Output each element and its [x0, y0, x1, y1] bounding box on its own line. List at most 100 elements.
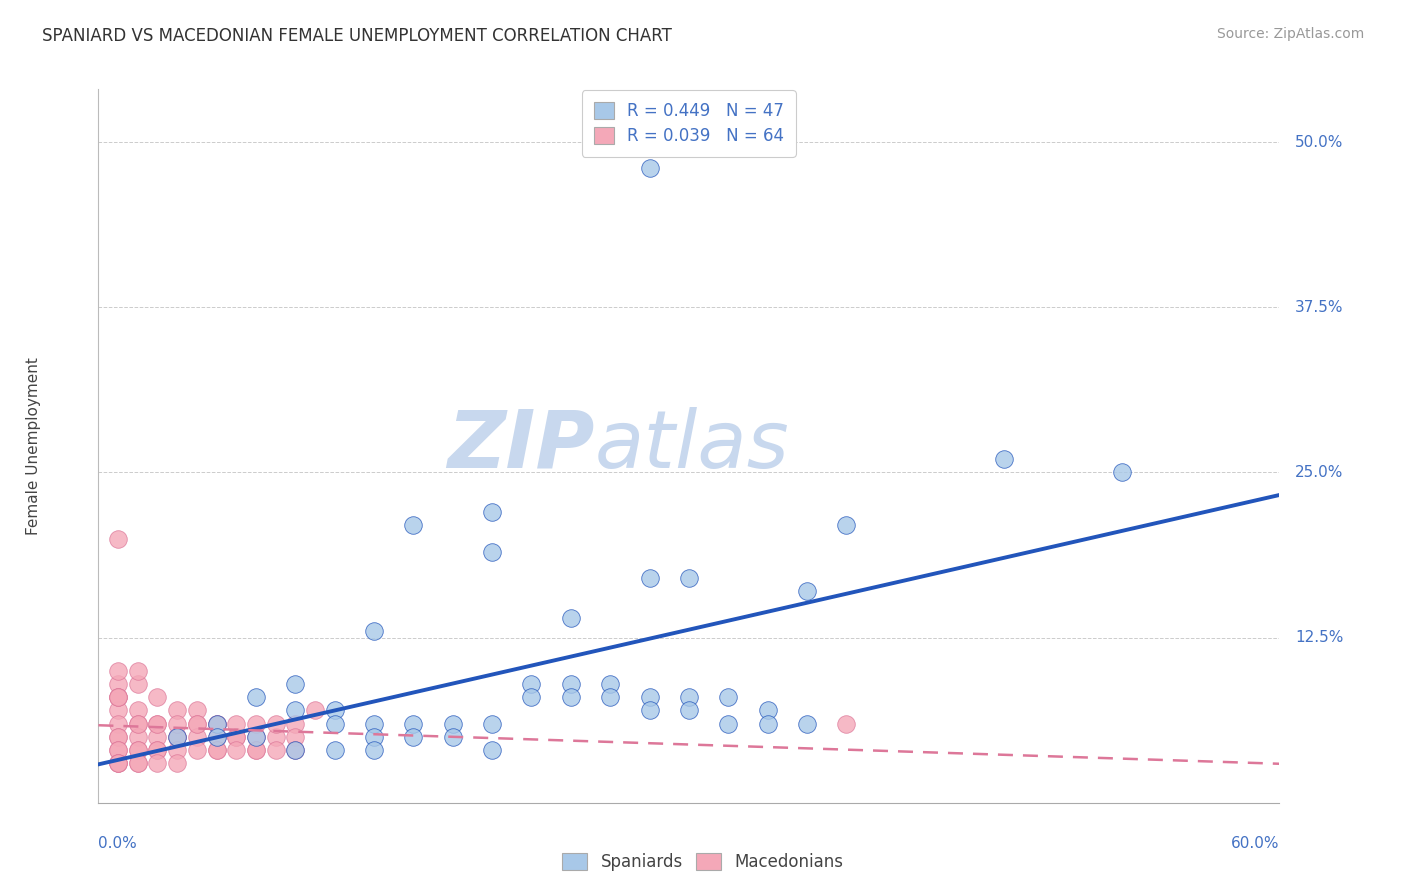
Point: [127, 756, 149, 771]
Point: [186, 716, 208, 731]
Point: [107, 743, 129, 757]
Point: [756, 703, 779, 717]
Point: [599, 677, 621, 691]
Point: [205, 716, 228, 731]
Point: [146, 756, 169, 771]
Legend: Spaniards, Macedonians: Spaniards, Macedonians: [554, 845, 852, 880]
Point: [599, 690, 621, 704]
Point: [225, 743, 247, 757]
Point: [304, 703, 326, 717]
Point: [186, 730, 208, 744]
Point: [107, 716, 129, 731]
Point: [638, 161, 661, 176]
Point: [993, 452, 1015, 467]
Point: [205, 730, 228, 744]
Point: [402, 716, 425, 731]
Point: [678, 571, 700, 585]
Point: [107, 677, 129, 691]
Text: 60.0%: 60.0%: [1232, 836, 1279, 851]
Point: [166, 730, 188, 744]
Point: [107, 730, 129, 744]
Point: [323, 743, 346, 757]
Point: [127, 743, 149, 757]
Point: [127, 756, 149, 771]
Point: [284, 730, 307, 744]
Point: [166, 730, 188, 744]
Point: [146, 743, 169, 757]
Point: [363, 716, 385, 731]
Point: [127, 716, 149, 731]
Point: [638, 703, 661, 717]
Point: [264, 730, 287, 744]
Point: [146, 743, 169, 757]
Point: [481, 743, 503, 757]
Point: [1111, 466, 1133, 480]
Point: [363, 730, 385, 744]
Point: [402, 518, 425, 533]
Point: [166, 730, 188, 744]
Point: [146, 716, 169, 731]
Point: [441, 730, 464, 744]
Point: [166, 703, 188, 717]
Point: [127, 716, 149, 731]
Point: [284, 743, 307, 757]
Point: [205, 743, 228, 757]
Point: [678, 690, 700, 704]
Point: [264, 743, 287, 757]
Point: [205, 743, 228, 757]
Point: [245, 730, 267, 744]
Point: [481, 505, 503, 519]
Text: Female Unemployment: Female Unemployment: [25, 357, 41, 535]
Point: [225, 730, 247, 744]
Point: [481, 716, 503, 731]
Point: [127, 743, 149, 757]
Point: [107, 756, 129, 771]
Point: [245, 743, 267, 757]
Point: [107, 743, 129, 757]
Text: SPANIARD VS MACEDONIAN FEMALE UNEMPLOYMENT CORRELATION CHART: SPANIARD VS MACEDONIAN FEMALE UNEMPLOYME…: [42, 27, 672, 45]
Point: [678, 703, 700, 717]
Point: [560, 690, 582, 704]
Point: [756, 716, 779, 731]
Point: [127, 677, 149, 691]
Text: 50.0%: 50.0%: [1295, 135, 1344, 150]
Point: [560, 611, 582, 625]
Point: [264, 716, 287, 731]
Point: [245, 716, 267, 731]
Point: [638, 571, 661, 585]
Point: [127, 730, 149, 744]
Point: [363, 743, 385, 757]
Point: [520, 677, 543, 691]
Point: [225, 716, 247, 731]
Point: [560, 677, 582, 691]
Text: Source: ZipAtlas.com: Source: ZipAtlas.com: [1216, 27, 1364, 41]
Point: [186, 743, 208, 757]
Point: [107, 664, 129, 678]
Point: [835, 518, 858, 533]
Point: [245, 690, 267, 704]
Point: [166, 756, 188, 771]
Point: [441, 716, 464, 731]
Point: [107, 690, 129, 704]
Point: [205, 716, 228, 731]
Point: [107, 703, 129, 717]
Point: [107, 756, 129, 771]
Point: [717, 690, 740, 704]
Point: [284, 743, 307, 757]
Point: [146, 730, 169, 744]
Point: [245, 743, 267, 757]
Point: [146, 690, 169, 704]
Legend: R = 0.449   N = 47, R = 0.039   N = 64: R = 0.449 N = 47, R = 0.039 N = 64: [582, 90, 796, 157]
Point: [107, 532, 129, 546]
Point: [107, 690, 129, 704]
Text: atlas: atlas: [595, 407, 789, 485]
Point: [323, 716, 346, 731]
Point: [146, 716, 169, 731]
Point: [107, 690, 129, 704]
Point: [127, 664, 149, 678]
Point: [186, 716, 208, 731]
Point: [205, 730, 228, 744]
Point: [284, 677, 307, 691]
Point: [245, 730, 267, 744]
Point: [107, 756, 129, 771]
